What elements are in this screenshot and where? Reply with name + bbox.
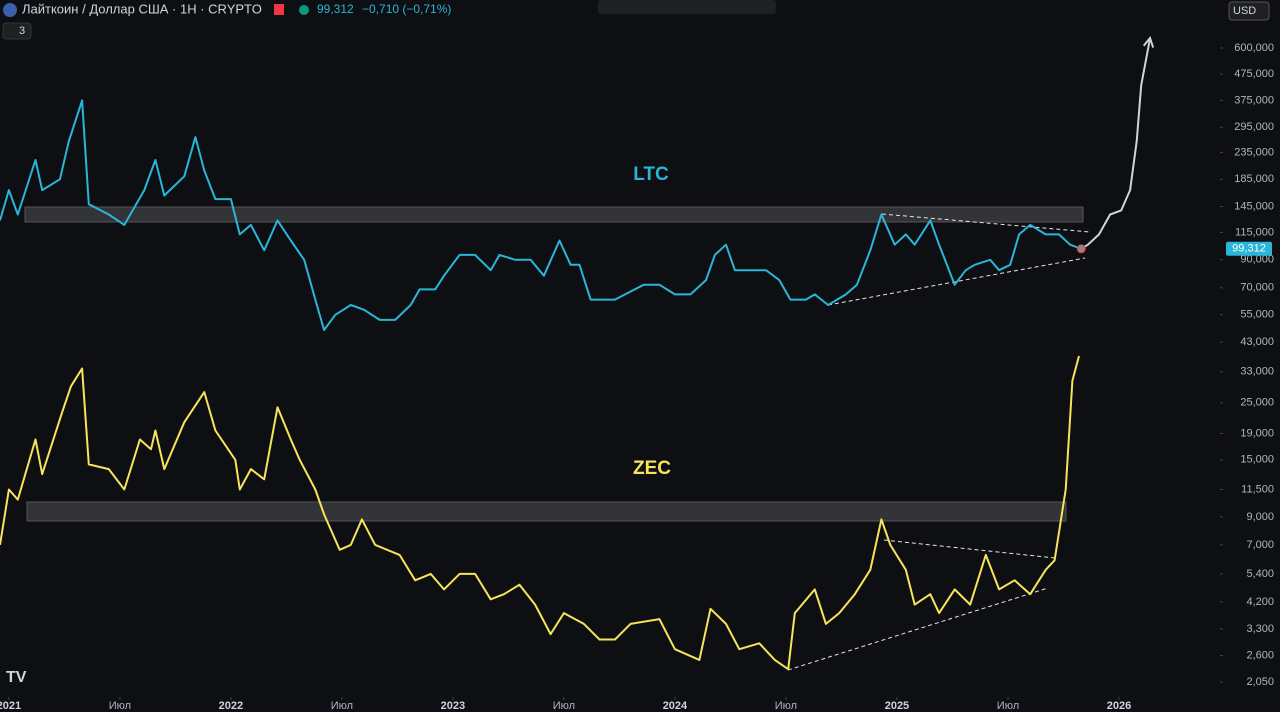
- y-tick-label: 235,000: [1234, 147, 1274, 159]
- y-tick-label: 5,400: [1246, 568, 1274, 580]
- y-tick-label: 19,000: [1240, 427, 1274, 439]
- y-tick-label: 3,300: [1246, 623, 1274, 635]
- currency: USD: [1233, 5, 1256, 17]
- x-tick-label: 2025: [885, 700, 909, 712]
- symbol-title: Лайткоин / Доллар США · 1H · CRYPTO: [22, 1, 262, 16]
- y-tick-label: 2,050: [1246, 676, 1274, 688]
- price-tag-label: 99,312: [1232, 243, 1266, 255]
- currency-button[interactable]: [1228, 1, 1270, 21]
- series-label: LTC: [633, 164, 669, 185]
- y-tick-label: 90,000: [1240, 254, 1274, 266]
- trend-lines: [787, 213, 1091, 671]
- y-tick-label: 25,000: [1240, 397, 1274, 409]
- y-tick-label: 70,000: [1240, 282, 1274, 294]
- x-tick-label: 2024: [663, 700, 688, 712]
- series-label: ZEC: [633, 458, 671, 479]
- price-tag: [1226, 241, 1272, 256]
- y-tick-label: 7,000: [1246, 539, 1274, 551]
- plot: [0, 35, 1155, 671]
- y-tick-label: 145,000: [1234, 200, 1274, 212]
- x-tick-label: 2021: [0, 700, 21, 712]
- range-box: [24, 206, 1084, 223]
- y-tick-label: 15,000: [1240, 454, 1274, 466]
- status-dot: [299, 5, 309, 15]
- drawing-toolbar[interactable]: [598, 0, 776, 14]
- y-tick-label: 11,500: [1241, 483, 1274, 495]
- panes-button[interactable]: [2, 22, 32, 40]
- series-line: [1080, 37, 1152, 250]
- y-tick-label: 43,000: [1240, 336, 1274, 348]
- tv-logo: TV: [6, 669, 27, 686]
- y-tick-label: 600,000: [1234, 42, 1274, 54]
- last-price: 99,312: [317, 2, 354, 16]
- flag-icon: [274, 4, 284, 15]
- y-tick-label: 185,000: [1234, 173, 1274, 185]
- price-change: −0,710 (−0,71%): [362, 2, 451, 16]
- symbol-icon: [3, 3, 17, 17]
- x-tick-label: Июл: [331, 700, 353, 712]
- x-tick-label: 2026: [1107, 700, 1131, 712]
- y-tick-label: 115,000: [1235, 226, 1274, 238]
- y-tick-label: 475,000: [1234, 68, 1274, 80]
- x-tick-label: Июл: [553, 700, 575, 712]
- y-tick-label: 55,000: [1240, 309, 1274, 321]
- panes-count: 3: [19, 25, 25, 37]
- y-tick-label: 4,200: [1246, 596, 1274, 608]
- series-line: [0, 355, 1080, 671]
- series-line: [0, 99, 1082, 331]
- x-tick-label: 2023: [441, 700, 465, 712]
- y-tick-label: 295,000: [1234, 121, 1274, 133]
- range-box: [26, 501, 1067, 522]
- y-tick-label: 2,600: [1246, 649, 1274, 661]
- arrow-head: [1142, 35, 1155, 48]
- x-tick-label: Июл: [109, 700, 131, 712]
- x-tick-label: Июл: [997, 700, 1019, 712]
- x-tick-label: 2022: [219, 700, 243, 712]
- y-tick-label: 33,000: [1240, 366, 1274, 378]
- y-tick-label: 9,000: [1246, 511, 1274, 523]
- last-point: [1076, 244, 1086, 254]
- y-tick-label: 375,000: [1234, 94, 1274, 106]
- x-tick-label: Июл: [775, 700, 797, 712]
